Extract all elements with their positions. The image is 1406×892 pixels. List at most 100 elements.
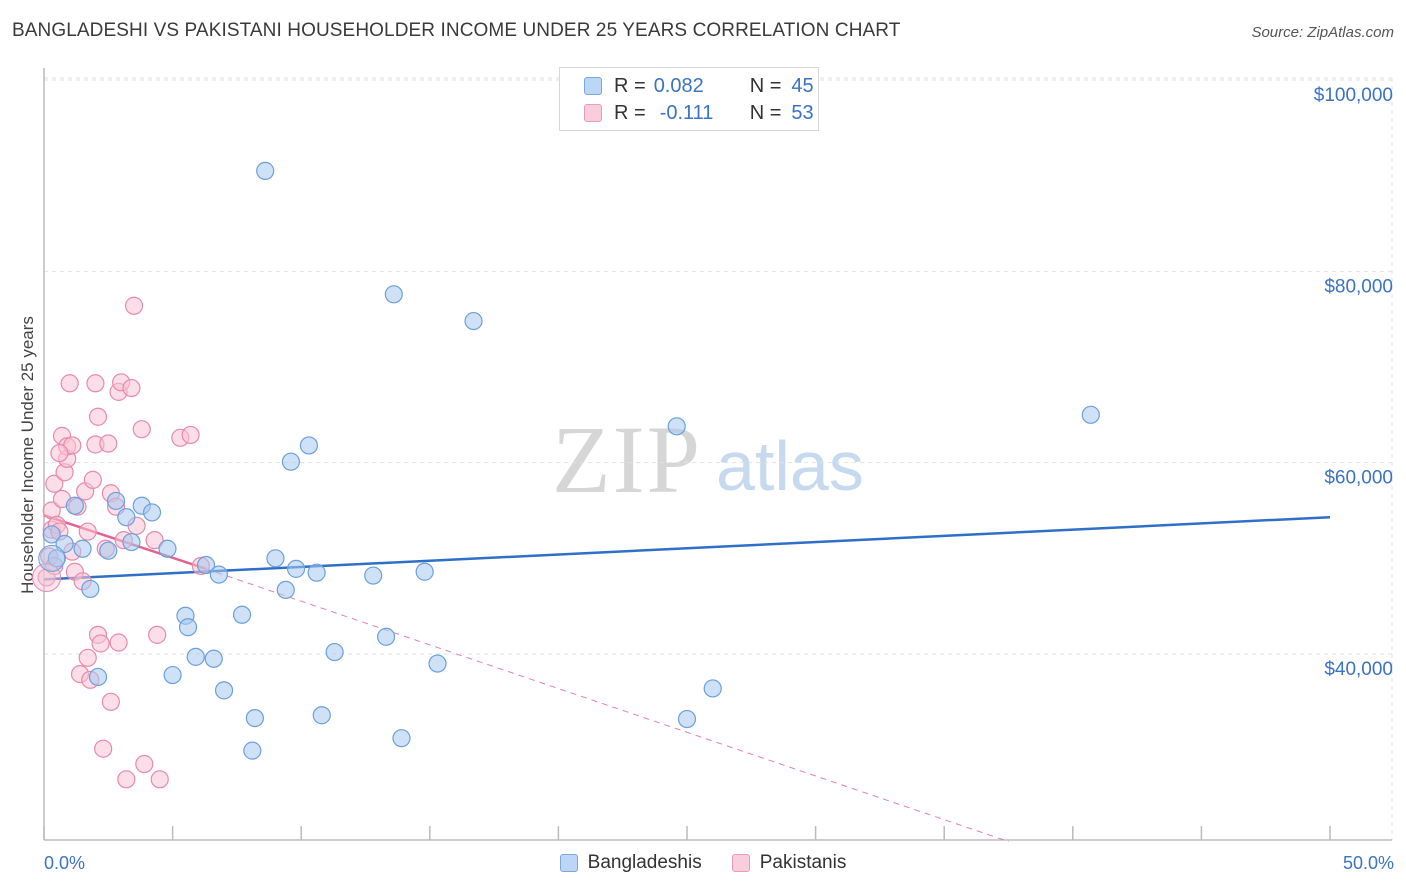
- pakistanis-point: [99, 434, 118, 453]
- legend-r-label: R =: [614, 74, 646, 97]
- bangladeshis-point: [266, 549, 285, 568]
- y-tick-label: $100,000: [1314, 85, 1393, 106]
- pakistanis-point: [135, 754, 154, 774]
- bangladeshis-point: [256, 161, 275, 180]
- bangladeshis-point: [325, 642, 344, 662]
- bangladeshis-trend-line: [43, 515, 1331, 581]
- pakistanis-point: [117, 770, 136, 789]
- pakistanis-point: [83, 470, 102, 489]
- pakistanis-legend-icon: [731, 854, 750, 872]
- pakistanis-point: [50, 444, 69, 463]
- pakistanis-point: [109, 633, 128, 652]
- bangladeshis-point: [286, 559, 306, 578]
- y-tick-label: $40,000: [1324, 659, 1393, 680]
- bangladeshis-point: [307, 563, 326, 582]
- chart-title: BANGLADESHI VS PAKISTANI HOUSEHOLDER INC…: [12, 20, 901, 41]
- bangladeshis-point: [178, 618, 198, 637]
- bangladeshis-point: [117, 508, 136, 527]
- pakistanis-point: [132, 420, 151, 439]
- bangladeshis-point: [667, 417, 686, 436]
- pakistanis-swatch-icon: [584, 104, 602, 122]
- bangladeshis-point: [196, 555, 216, 575]
- bangladeshis-point: [464, 311, 483, 331]
- pakistanis-point: [122, 378, 141, 398]
- pakistanis-point: [91, 634, 110, 653]
- chart-source: Source: ZipAtlas.com: [1251, 24, 1394, 41]
- bangladeshis-point: [281, 452, 301, 471]
- bangladeshis-point: [703, 679, 722, 698]
- x-tick-max: 50.0%: [1342, 853, 1394, 873]
- pakistanis-point: [60, 374, 79, 393]
- bangladeshis-point: [384, 285, 403, 304]
- legend-n-value: 53: [791, 101, 814, 124]
- pakistanis-point: [150, 770, 169, 789]
- legend-r-label: R =: [614, 101, 646, 124]
- pakistanis-trend-extension: [205, 568, 1009, 842]
- bangladeshis-point: [392, 729, 411, 748]
- bangladeshis-point: [158, 539, 177, 558]
- series-legend-label: Bangladeshis: [587, 852, 702, 873]
- pakistanis-point: [88, 407, 108, 426]
- series-legend-label: Pakistanis: [759, 852, 847, 873]
- pakistanis-point: [32, 562, 62, 592]
- pakistanis-point: [145, 531, 164, 550]
- legend-n-label: N =: [749, 101, 782, 124]
- y-tick-label: $60,000: [1324, 468, 1393, 489]
- axes: [43, 68, 1392, 841]
- bangladeshis-point: [106, 491, 126, 511]
- legend-r-value: -0.111: [659, 101, 714, 124]
- pakistanis-point: [45, 474, 64, 493]
- bangladeshis-point: [42, 525, 61, 544]
- bangladeshis-point: [204, 649, 223, 668]
- bangladeshis-point: [243, 741, 262, 760]
- watermark-atlas: atlas: [716, 427, 864, 505]
- bangladeshis-point: [376, 627, 396, 646]
- correlation-legend: R = 0.082 N = 45 R = -0.111 N = 53: [559, 67, 819, 131]
- series-legend-bangladeshis[interactable]: Bangladeshis: [559, 852, 702, 874]
- legend-row-pakistanis: R = -0.111 N = 53: [584, 101, 814, 125]
- pakistanis-point: [148, 625, 167, 644]
- y-tick-labels: $100,000 $80,000 $60,000 $40,000: [1314, 85, 1393, 680]
- bangladeshis-point: [209, 565, 228, 584]
- bangladeshis-point: [163, 665, 182, 685]
- bangladeshis-point: [47, 549, 66, 568]
- bangladeshis-point: [232, 605, 252, 624]
- bangladeshis-point: [299, 436, 319, 455]
- grid-lines: [44, 77, 1393, 840]
- bangladeshis-point: [214, 681, 234, 700]
- bangladeshis-point: [276, 580, 295, 600]
- legend-n-label: N =: [749, 74, 782, 97]
- bangladeshis-point: [1081, 405, 1100, 424]
- series-legend: Bangladeshis Pakistanis: [0, 852, 1406, 874]
- data-points: [32, 161, 1100, 789]
- x-tick-min: 0.0%: [44, 853, 86, 873]
- bangladeshis-point: [677, 709, 697, 729]
- legend-r-value: 0.082: [653, 74, 704, 97]
- bangladeshis-point: [245, 708, 265, 728]
- trend-lines: [43, 514, 1331, 842]
- pakistanis-point: [181, 425, 200, 445]
- legend-n-value: 45: [791, 74, 814, 97]
- bangladeshis-point: [73, 539, 92, 558]
- series-legend-pakistanis[interactable]: Pakistanis: [731, 852, 847, 874]
- pakistanis-point: [124, 296, 144, 315]
- bangladeshis-point: [99, 541, 118, 560]
- bangladeshis-legend-icon: [559, 854, 578, 872]
- bangladeshis-point: [186, 647, 205, 666]
- legend-row-bangladeshis: R = 0.082 N = 45: [584, 74, 814, 98]
- bangladeshis-point: [81, 579, 100, 599]
- bangladeshis-point: [312, 706, 331, 725]
- pakistanis-point: [101, 692, 120, 711]
- bangladeshis-point: [65, 496, 84, 515]
- bangladeshis-point: [122, 532, 141, 552]
- bangladeshis-point: [142, 503, 162, 522]
- bangladeshis-point: [415, 562, 434, 581]
- bangladeshis-point: [428, 654, 447, 673]
- bangladeshis-point: [38, 544, 66, 572]
- bangladeshis-swatch-icon: [584, 77, 602, 95]
- pakistanis-point: [86, 374, 105, 393]
- bangladeshis-point: [364, 566, 383, 585]
- pakistanis-point: [78, 522, 97, 541]
- y-tick-label: $80,000: [1324, 276, 1393, 297]
